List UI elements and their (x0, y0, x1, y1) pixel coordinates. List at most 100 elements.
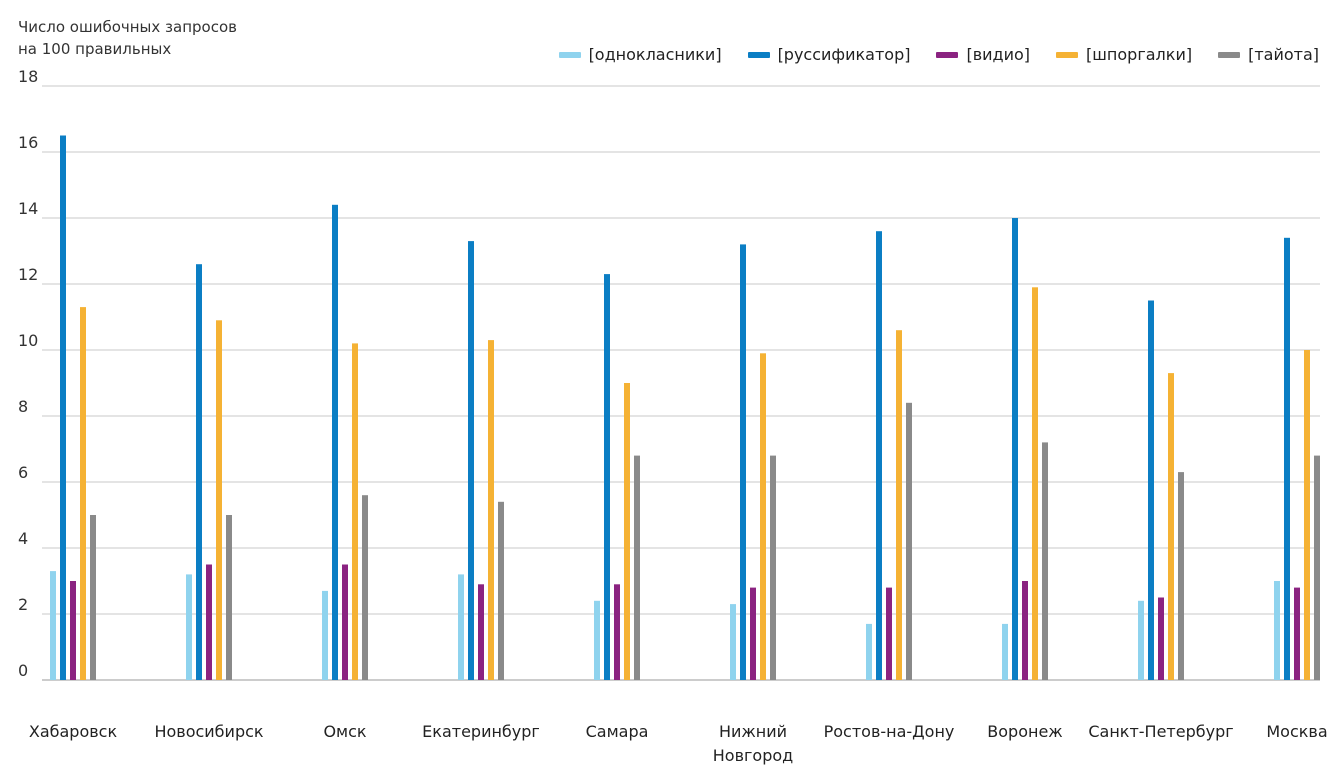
legend-label: [видио] (966, 45, 1031, 64)
bar (498, 501, 504, 680)
legend-swatch (558, 51, 581, 58)
bar (730, 604, 736, 680)
legend-swatch (747, 51, 770, 58)
bar (614, 584, 620, 680)
x-tick-label: Самара (586, 722, 649, 741)
x-tick-label: Омск (323, 722, 366, 741)
bar (1012, 218, 1018, 680)
legend-swatch (1218, 51, 1241, 58)
legend: [однокласники] [руссификатор] [видио] [ш… (558, 45, 1319, 64)
bar (750, 587, 756, 680)
bar (216, 320, 222, 680)
bar (1148, 300, 1154, 680)
x-tick-label-line: Нижний (719, 722, 787, 741)
bar (896, 330, 902, 680)
bar (206, 564, 212, 680)
bar (1032, 287, 1038, 680)
bar (60, 135, 66, 680)
x-tick-label: Москва (1266, 722, 1327, 741)
x-tick-label: Новосибирск (154, 722, 263, 741)
legend-item-shporgalki: [шпоргалки] (1056, 45, 1192, 64)
bar (1284, 237, 1290, 681)
bar (1158, 597, 1164, 680)
bar (80, 307, 86, 680)
bar (1314, 455, 1320, 680)
legend-label: [шпоргалки] (1086, 45, 1193, 64)
legend-label: [однокласники] (588, 45, 722, 64)
bar (1294, 587, 1300, 680)
x-tick-label-line: Новгород (713, 746, 793, 765)
x-tick-label-line: Санкт-Петербург (1088, 722, 1233, 741)
bar (906, 402, 912, 680)
y-axis-ticks: 0 2 4 6 8 10 12 14 16 18 (18, 67, 38, 680)
x-axis-labels: Хабаровск Новосибирск Омск Екатеринбург Сама… (29, 722, 1328, 765)
y-axis-title: Число ошибочных запросов на 100 правильн… (18, 16, 237, 60)
bar (866, 623, 872, 680)
y-tick-label: 16 (18, 133, 38, 152)
bar (594, 600, 600, 680)
x-tick-label: Ростов-на-Дону (824, 722, 955, 741)
bar (478, 584, 484, 680)
legend-swatch (1056, 51, 1079, 58)
bar (226, 515, 232, 680)
y-tick-label: 6 (18, 463, 28, 482)
x-tick-label-line: Ростов-на-Дону (824, 722, 955, 741)
bar (488, 340, 494, 680)
bar (186, 574, 192, 680)
bar (332, 204, 338, 681)
bar (1138, 600, 1144, 680)
x-tick-label-line: Хабаровск (29, 722, 118, 741)
bar (760, 353, 766, 680)
x-tick-label-line: Екатеринбург (422, 722, 540, 741)
x-tick-label-line: Воронеж (987, 722, 1062, 741)
legend-label: [тайота] (1248, 45, 1319, 64)
x-tick-label-line: Новосибирск (154, 722, 263, 741)
x-tick-label: Нижний Новгород (713, 722, 793, 765)
bar (1304, 350, 1310, 680)
x-tick-label-line: Омск (323, 722, 366, 741)
bar (604, 274, 610, 680)
bar (50, 571, 56, 680)
bar (196, 264, 202, 680)
bar (770, 455, 776, 680)
y-tick-label: 8 (18, 397, 28, 416)
bar (1002, 623, 1008, 680)
y-tick-label: 2 (18, 595, 28, 614)
y-tick-label: 4 (18, 529, 28, 548)
bar (634, 455, 640, 680)
y-tick-label: 10 (18, 331, 38, 350)
bar (624, 383, 630, 680)
legend-item-russifikator: [руссификатор] (747, 45, 910, 64)
x-tick-label: Хабаровск (29, 722, 118, 741)
bar (1178, 472, 1184, 680)
bar (70, 581, 76, 680)
bar (876, 231, 882, 680)
bar (1022, 581, 1028, 680)
legend-item-odnoklassniki: [однокласники] (558, 45, 722, 64)
bar (468, 241, 474, 680)
bar (886, 587, 892, 680)
y-tick-label: 12 (18, 265, 38, 284)
gridlines (42, 85, 1320, 681)
y-axis-title-line-2: на 100 правильных (18, 40, 172, 58)
bar (1274, 581, 1280, 680)
x-tick-label: Екатеринбург (422, 722, 540, 741)
legend-item-tayota: [тайота] (1218, 45, 1319, 64)
bar (1168, 373, 1174, 680)
bar (322, 590, 328, 680)
x-tick-label: Воронеж (987, 722, 1062, 741)
legend-item-vidio: [видио] (936, 45, 1030, 64)
x-tick-label-line: Самара (586, 722, 649, 741)
legend-swatch (936, 51, 959, 58)
y-tick-label: 14 (18, 199, 38, 218)
y-tick-label: 0 (18, 661, 28, 680)
x-tick-label-line: Москва (1266, 722, 1327, 741)
bar (740, 244, 746, 680)
bars (50, 135, 1320, 681)
y-tick-label: 18 (18, 67, 38, 86)
bar (1042, 442, 1048, 680)
bar (342, 564, 348, 680)
x-tick-label: Санкт-Петербург (1088, 722, 1233, 741)
bar (352, 343, 358, 680)
